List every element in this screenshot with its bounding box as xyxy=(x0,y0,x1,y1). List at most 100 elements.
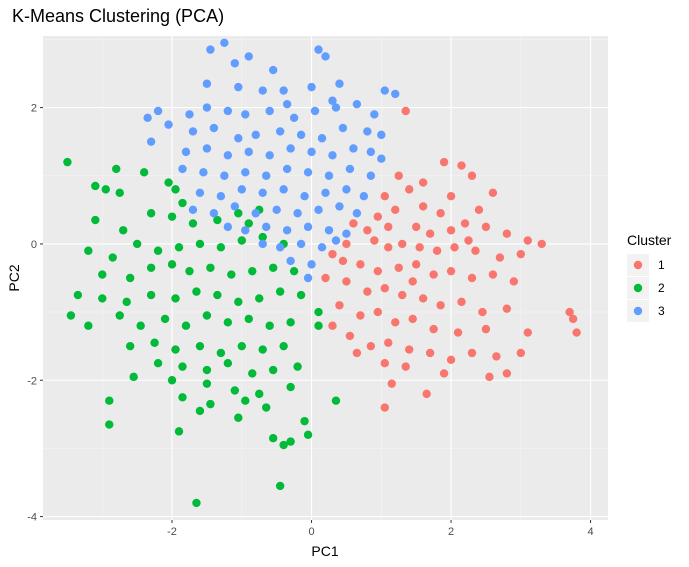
point-cluster-3 xyxy=(366,171,376,180)
point-cluster-3 xyxy=(241,168,250,177)
point-cluster-3 xyxy=(307,147,316,157)
point-cluster-1 xyxy=(485,372,494,382)
point-cluster-1 xyxy=(342,277,351,286)
point-cluster-1 xyxy=(342,239,351,249)
point-cluster-2 xyxy=(178,362,187,371)
point-cluster-2 xyxy=(268,263,278,272)
point-cluster-3 xyxy=(188,205,198,215)
legend-items: 1 2 3 xyxy=(627,254,665,322)
point-cluster-3 xyxy=(206,45,215,54)
point-cluster-1 xyxy=(471,246,480,255)
y-axis-title: PC2 xyxy=(6,264,22,291)
point-cluster-1 xyxy=(478,307,487,317)
point-cluster-3 xyxy=(216,191,226,201)
minor-gridlines xyxy=(43,36,608,520)
point-cluster-2 xyxy=(146,209,156,218)
point-cluster-3 xyxy=(279,185,288,194)
point-cluster-1 xyxy=(425,229,435,238)
point-cluster-3 xyxy=(303,222,313,232)
point-cluster-1 xyxy=(352,348,362,358)
point-cluster-3 xyxy=(146,137,156,146)
point-cluster-3 xyxy=(314,205,323,215)
point-cluster-2 xyxy=(178,198,187,208)
point-cluster-1 xyxy=(418,202,428,211)
point-cluster-1 xyxy=(495,253,505,262)
point-cluster-3 xyxy=(289,113,299,123)
point-cluster-2 xyxy=(174,243,184,252)
point-cluster-3 xyxy=(185,110,194,119)
point-cluster-1 xyxy=(429,270,438,279)
point-cluster-3 xyxy=(199,168,208,177)
point-cluster-3 xyxy=(223,106,233,116)
point-cluster-3 xyxy=(181,147,191,157)
point-cluster-3 xyxy=(321,52,330,61)
point-cluster-2 xyxy=(331,396,341,405)
point-cluster-3 xyxy=(282,226,292,235)
point-cluster-1 xyxy=(380,403,389,412)
point-cluster-1 xyxy=(373,266,383,276)
point-cluster-2 xyxy=(234,209,243,218)
point-cluster-1 xyxy=(488,270,498,279)
point-cluster-3 xyxy=(338,123,348,133)
point-cluster-2 xyxy=(286,382,295,392)
point-cluster-1 xyxy=(481,324,491,334)
point-cluster-2 xyxy=(139,168,149,177)
point-cluster-3 xyxy=(237,185,246,194)
x-tick-label: 0 xyxy=(308,526,314,538)
point-cluster-2 xyxy=(244,314,253,324)
point-cluster-1 xyxy=(373,212,383,221)
point-cluster-1 xyxy=(523,236,532,245)
point-cluster-1 xyxy=(565,307,574,317)
point-cluster-2 xyxy=(206,399,215,409)
point-cluster-3 xyxy=(279,86,288,95)
point-cluster-2 xyxy=(171,185,180,194)
x-axis-ticks: -2 0 2 4 xyxy=(167,520,594,538)
point-cluster-1 xyxy=(398,290,407,300)
point-cluster-1 xyxy=(391,205,400,215)
point-cluster-1 xyxy=(432,246,442,255)
point-cluster-2 xyxy=(91,215,100,225)
point-cluster-1 xyxy=(335,301,344,310)
point-cluster-1 xyxy=(457,161,466,170)
point-cluster-1 xyxy=(509,277,519,286)
point-cluster-3 xyxy=(335,202,344,211)
point-cluster-3 xyxy=(143,113,152,123)
point-cluster-3 xyxy=(230,59,240,68)
point-cluster-1 xyxy=(502,304,512,313)
point-cluster-1 xyxy=(398,239,407,249)
point-cluster-3 xyxy=(370,110,379,119)
point-cluster-3 xyxy=(272,205,281,215)
point-cluster-3 xyxy=(377,130,386,140)
point-cluster-1 xyxy=(464,236,473,245)
point-cluster-3 xyxy=(258,86,267,95)
point-cluster-2 xyxy=(125,273,135,283)
point-cluster-3 xyxy=(342,185,351,194)
legend-key-2 xyxy=(633,283,643,293)
point-cluster-1 xyxy=(405,345,414,354)
y-tick-label: -4 xyxy=(27,512,37,524)
point-cluster-3 xyxy=(359,191,369,201)
point-cluster-1 xyxy=(394,171,403,180)
point-cluster-1 xyxy=(460,219,470,228)
point-cluster-3 xyxy=(178,164,187,174)
point-cluster-3 xyxy=(209,123,219,133)
point-cluster-2 xyxy=(98,270,107,279)
point-cluster-1 xyxy=(384,243,393,252)
point-cluster-1 xyxy=(370,236,379,245)
point-cluster-3 xyxy=(352,209,362,218)
point-cluster-3 xyxy=(331,236,341,245)
point-cluster-3 xyxy=(241,110,250,119)
point-cluster-1 xyxy=(380,284,389,293)
point-cluster-2 xyxy=(213,290,222,300)
point-cluster-3 xyxy=(377,154,386,163)
point-cluster-2 xyxy=(268,433,278,443)
point-cluster-2 xyxy=(115,188,124,197)
point-cluster-1 xyxy=(474,205,484,215)
point-cluster-1 xyxy=(405,185,414,194)
point-cluster-1 xyxy=(418,178,428,187)
point-cluster-2 xyxy=(192,287,201,296)
point-cluster-3 xyxy=(317,134,327,143)
point-cluster-3 xyxy=(296,130,306,140)
point-cluster-1 xyxy=(380,359,389,368)
